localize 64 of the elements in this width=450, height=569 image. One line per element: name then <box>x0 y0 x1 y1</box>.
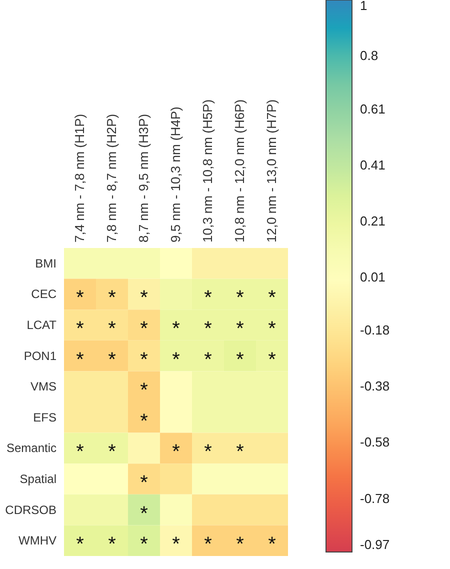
y-tick-label: Semantic <box>6 441 56 456</box>
data-label: * <box>172 348 180 371</box>
data-label: * <box>204 534 212 556</box>
x-tick-label: 7,8 nm - 8,7 nm (H2P) <box>104 114 119 242</box>
data-label: * <box>140 287 148 310</box>
y-tick-label: Spatial <box>20 472 56 486</box>
x-tick-label: 7,4 nm - 7,8 nm (H1P) <box>72 114 87 242</box>
data-label: * <box>140 410 148 432</box>
y-tick-label: LCAT <box>26 318 58 332</box>
x-tick-label: 10,8 nm - 12,0 nm (H6P) <box>232 99 247 242</box>
data-label: * <box>76 287 84 310</box>
data-label: * <box>108 534 116 556</box>
data-label: * <box>172 318 180 340</box>
color-bar-label: 0.8 <box>360 48 378 64</box>
color-bar-label: 1 <box>360 0 368 13</box>
x-tick-label: 10,3 nm - 10,8 nm (H5P) <box>200 99 215 242</box>
data-label: * <box>140 472 148 494</box>
data-label: * <box>108 287 116 310</box>
y-tick-label: PON1 <box>24 348 57 363</box>
data-label: * <box>140 348 148 371</box>
data-label: * <box>140 380 148 402</box>
color-bar-label: 0.61 <box>360 101 386 116</box>
color-bar-label: 0.01 <box>360 269 386 284</box>
data-label: * <box>268 534 276 556</box>
data-label: * <box>268 287 276 310</box>
data-label: * <box>76 318 84 340</box>
data-label: * <box>76 534 84 556</box>
data-label: * <box>204 287 212 310</box>
data-label: * <box>76 348 84 371</box>
y-tick-label: CDRSOB <box>5 502 56 517</box>
x-tick-label: 12,0 nm - 13,0 nm (H7P) <box>264 99 279 242</box>
y-tick-label: CEC <box>31 287 57 302</box>
data-label: * <box>236 441 244 464</box>
data-label: * <box>140 502 148 525</box>
data-label: * <box>236 287 244 310</box>
data-label: * <box>76 441 84 464</box>
color-bar-label: -0.78 <box>360 490 390 506</box>
data-label: * <box>108 318 116 340</box>
y-tick-label: WMHV <box>18 534 56 548</box>
data-label: * <box>172 534 180 556</box>
data-label: * <box>108 348 116 371</box>
color-bar-label: 0.21 <box>360 213 386 228</box>
y-tick-label: BMI <box>35 256 56 270</box>
color-bar-label: 0.41 <box>360 157 386 172</box>
data-label: * <box>204 348 212 371</box>
color-bar-label: -0.38 <box>360 378 390 394</box>
data-label: * <box>204 441 212 464</box>
y-tick-label: VMS <box>30 380 56 394</box>
color-bar-label: -0.58 <box>360 434 390 450</box>
data-label: * <box>268 318 276 340</box>
data-label: * <box>236 348 244 371</box>
data-label: * <box>108 441 116 464</box>
y-tick-label: EFS <box>33 410 56 424</box>
data-label: * <box>140 318 148 340</box>
data-label: * <box>268 348 276 371</box>
x-tick-label: 8,7 nm - 9,5 nm (H3P) <box>136 114 151 242</box>
color-bar-label: -0.18 <box>360 322 390 338</box>
data-label: * <box>140 534 148 556</box>
data-label: * <box>172 441 180 464</box>
data-label: * <box>236 534 244 556</box>
color-bar-label: -0.97 <box>360 537 390 552</box>
data-label: * <box>236 318 244 340</box>
x-tick-label: 9,5 nm - 10,3 nm (H4P) <box>168 106 183 242</box>
data-label: * <box>204 318 212 340</box>
